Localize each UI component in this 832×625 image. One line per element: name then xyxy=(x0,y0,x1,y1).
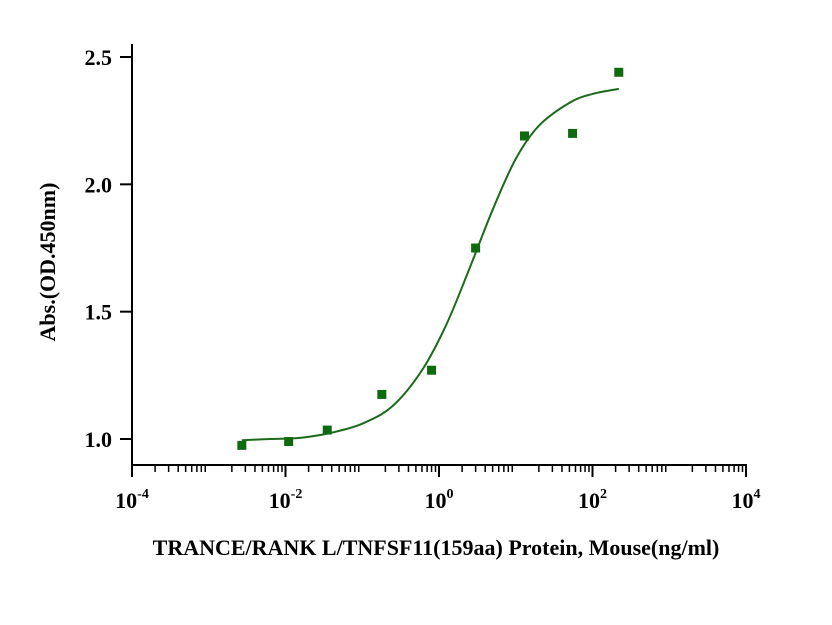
data-point xyxy=(377,389,387,399)
y-tick-label: 1.5 xyxy=(85,300,113,325)
y-tick-label: 2.5 xyxy=(85,45,113,70)
y-tick-label: 1.0 xyxy=(85,427,113,452)
data-point xyxy=(471,243,481,253)
x-tick-label: 10-2 xyxy=(269,487,303,513)
data-point xyxy=(237,440,247,450)
x-tick-label: 10-4 xyxy=(115,487,149,513)
y-axis-title: Abs.(OD.450nm) xyxy=(35,183,60,342)
data-point xyxy=(427,365,437,375)
x-axis-ticks: 10-4 10-2 100 102 104 xyxy=(115,465,761,513)
data-point xyxy=(614,67,624,77)
y-tick-label: 2.0 xyxy=(85,172,113,197)
x-tick-label: 100 xyxy=(425,487,454,513)
x-axis-title: TRANCE/RANK L/TNFSF11(159aa) Protein, Mo… xyxy=(153,535,720,560)
y-axis-ticks: 1.0 1.5 2.0 2.5 xyxy=(85,45,132,452)
data-point xyxy=(519,131,529,141)
data-point xyxy=(284,437,294,447)
fit-curve xyxy=(241,87,619,442)
x-tick-label: 104 xyxy=(732,487,761,513)
axes xyxy=(131,44,747,466)
x-tick-label: 102 xyxy=(578,487,607,513)
data-point xyxy=(568,128,578,138)
data-point xyxy=(322,425,332,435)
data-points xyxy=(237,67,624,450)
